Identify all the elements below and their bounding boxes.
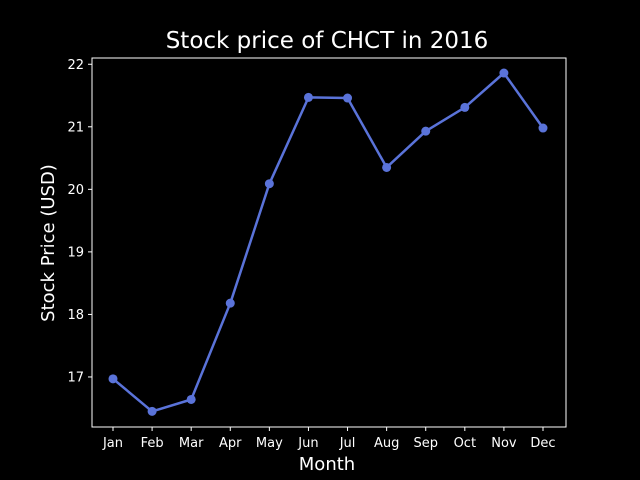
x-tick-label: Apr [219,436,242,451]
y-tick-label: 19 [67,245,84,260]
data-point [382,162,392,172]
data-point [460,102,470,112]
series-layer [108,68,548,416]
data-point [225,298,235,308]
x-tick-label: Feb [141,436,164,451]
x-tick-label: Jun [297,436,318,451]
x-tick-label: Dec [530,436,555,451]
x-tick-label: Nov [491,436,517,451]
data-point [421,126,431,136]
x-tick-label: May [256,436,283,451]
y-tick-label: 18 [67,308,84,323]
data-point [303,92,313,102]
data-point [538,123,548,133]
x-tick-label: Jan [102,436,123,451]
x-tick-label: Aug [374,436,399,451]
x-tick-label: Oct [454,436,476,451]
chart-title: Stock price of CHCT in 2016 [166,28,489,54]
y-axis-label: Stock Price (USD) [38,164,59,322]
data-point [186,394,196,404]
y-tick-label: 20 [67,183,84,198]
y-tick-label: 22 [67,58,84,73]
data-point [147,406,157,416]
x-axis-ticks: Jan Feb Mar Apr May Jun Jul Aug Sep Oct Nov Dec [102,427,556,451]
x-tick-label: Jul [339,436,356,451]
x-tick-label: Mar [179,436,204,451]
data-point [343,93,353,103]
data-point [108,374,118,384]
data-point [264,179,274,189]
y-axis-ticks: 17 18 19 20 21 22 [67,58,92,385]
y-tick-label: 17 [67,370,84,385]
x-axis-label: Month [299,454,355,475]
y-tick-label: 21 [67,120,84,135]
data-point [499,68,509,78]
series-line [112,71,545,413]
x-tick-label: Sep [413,436,438,451]
plot-frame [91,57,567,428]
